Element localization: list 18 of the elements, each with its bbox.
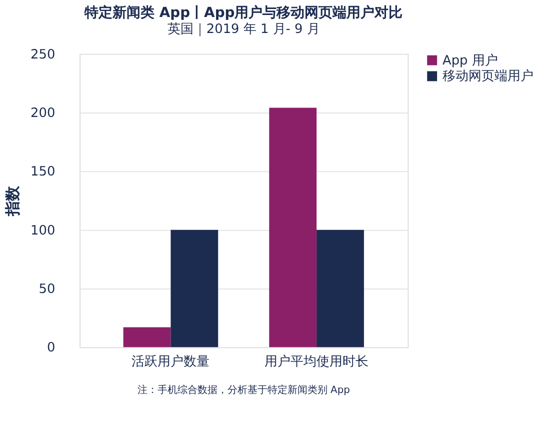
bar — [269, 108, 317, 348]
bar — [316, 230, 364, 348]
text: 注：手机综合数据，分析基于特定新闻类别 App — [137, 384, 350, 396]
y-tick-label: 50 — [38, 282, 56, 297]
bar — [170, 230, 218, 348]
chart-title: 特定新闻类 App丨App用户与移动网页端用户对比 — [84, 4, 403, 22]
y-tick-label: 200 — [30, 106, 56, 121]
y-tick-label: 100 — [30, 223, 56, 238]
chart-subtitle: 英国｜2019 年 1 月- 9 月 — [167, 22, 320, 37]
x-tick-label: 用户平均使用时长 — [264, 354, 369, 370]
y-axis-title: 指数 — [4, 184, 22, 217]
x-tick-label: 活跃用户数量 — [132, 354, 210, 370]
bar — [123, 327, 171, 348]
y-tick-label: 150 — [30, 164, 56, 180]
y-tick-label: 250 — [30, 47, 56, 62]
legend-label: App 用户 — [442, 53, 498, 68]
legend-label: 移动网页端用户 — [442, 69, 534, 84]
y-tick-label: 0 — [46, 340, 56, 356]
